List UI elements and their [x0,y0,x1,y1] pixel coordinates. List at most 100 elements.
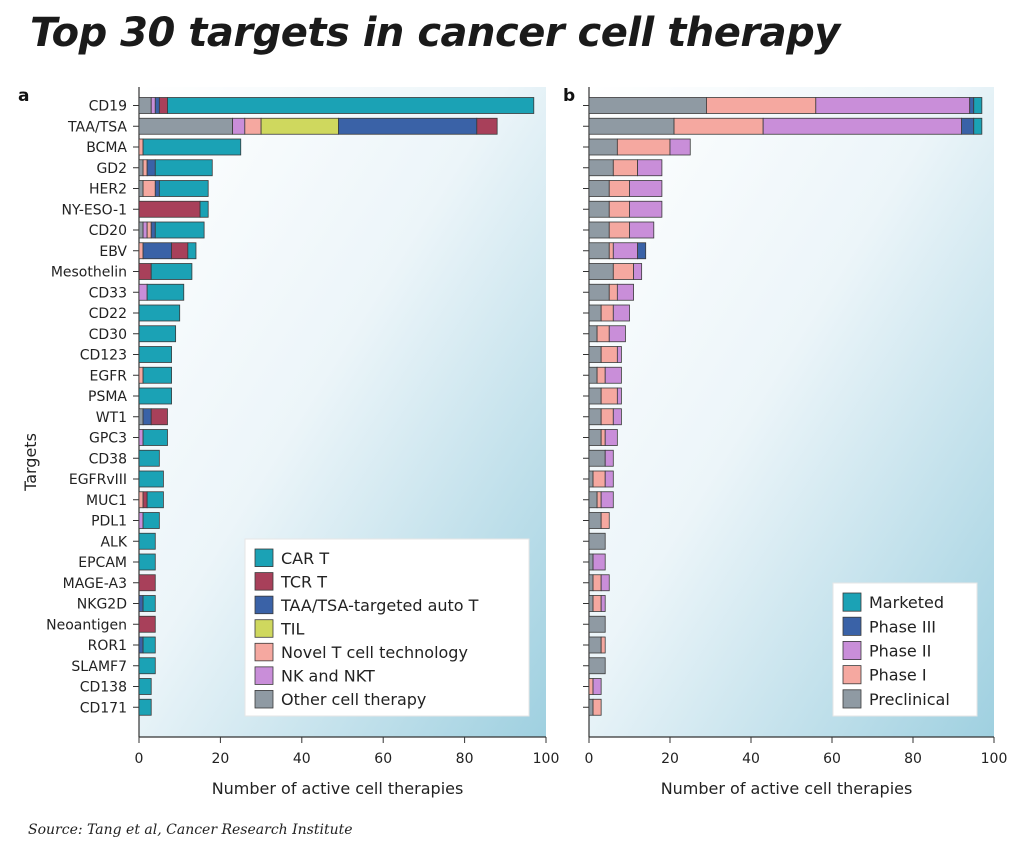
x-tick-label: 40 [742,751,760,767]
bar-phase-i-bcma [616,138,671,156]
bar-car-t-cd38 [138,449,160,467]
bar-phase-i-cd22 [600,304,614,322]
bar-car-t-muc1 [146,491,164,509]
category-label-egfrviii: EGFRvIII [69,472,127,488]
category-label-epcam: EPCAM [78,555,127,571]
bar-phase-ii-cd22 [612,304,630,322]
x-tick-label: 40 [293,751,311,767]
bar-phase-i-mesothelin [612,263,634,280]
category-label-cd30: CD30 [89,327,127,343]
bar-car-t-cd123 [138,346,172,363]
source-note: Source: Tang et al, Cancer Research Inst… [28,822,353,838]
bar-car-t-cd30 [138,325,177,343]
bar-novel-t-cell-technology-egfr [138,366,144,384]
category-label-cd138: CD138 [80,680,127,696]
bar-phase-ii-ebv [612,242,638,260]
legend: CAR T TCR T TAA/TSA-targeted auto T TIL Nove… [244,538,530,717]
category-label-slamf7: SLAMF7 [71,659,127,675]
bar-phase-i-egfrviii [592,470,606,488]
bar-phase-i-ror1 [600,636,606,654]
bar-car-t-cd20 [154,221,205,239]
bar-preclinical-egfrviii [588,470,594,488]
bar-car-t-pdl1 [142,512,160,529]
bar-phase-i-her2 [608,180,630,197]
bar-preclinical-gd2 [588,159,614,177]
bar-phase-ii-cd138 [592,678,602,695]
x-tick-label: 20 [661,751,679,767]
bar-preclinical-ny-eso-1 [588,200,610,218]
bar-preclinical-alk [588,532,606,550]
bar-preclinical-taa-tsa [588,117,675,135]
bar-car-t-ny-eso-1 [199,200,209,218]
bar-preclinical-wt1 [588,408,602,426]
legend-swatch-nk-and-nkt [254,666,274,685]
legend-label-other-cell-therapy: Other cell therapy [281,690,426,709]
category-label-nkg2d: NKG2D [77,597,127,613]
bar-taa-tsa-targeted-auto-t-nkg2d [138,595,144,612]
bar-phase-ii-cd30 [608,325,626,343]
bar-nk-and-nkt-cd19 [150,97,156,114]
category-label-cd22: CD22 [89,306,127,322]
bar-phase-ii-epcam [592,553,606,571]
bar-preclinical-cd33 [588,283,610,301]
category-label-mesothelin: Mesothelin [51,265,127,281]
legend-swatch-car-t [254,548,274,567]
panel-letter: a [18,86,29,106]
bar-phase-i-psma [600,387,618,405]
legend-box [244,538,530,717]
bar-car-t-gd2 [154,159,213,177]
bar-phase-ii-egfrviii [604,470,614,488]
bar-til-taa-tsa [260,117,339,135]
bar-car-t-epcam [138,553,156,571]
x-tick-label: 100 [533,751,560,767]
bar-phase-i-cd138 [588,678,594,695]
bar-phase-i-cd20 [608,221,630,239]
bar-phase-iii-cd19 [969,97,975,114]
bar-tcr-t-wt1 [150,408,168,426]
bar-other-cell-therapy-wt1 [138,408,144,426]
bar-car-t-ror1 [142,636,156,654]
bar-phase-ii-mage-a3 [600,574,610,592]
bar-preclinical-cd20 [588,221,610,239]
legend-swatch-phase-ii [842,641,862,661]
bar-car-t-egfr [142,366,172,384]
bar-preclinical-ebv [588,242,610,260]
legend-swatch-novel-t-cell-technology [254,642,274,662]
bar-car-t-bcma [142,138,242,156]
bar-phase-ii-cd19 [815,97,971,114]
legend-label-phase-iii: Phase III [869,617,936,636]
bar-other-cell-therapy-taa-tsa [138,117,234,135]
bar-preclinical-muc1 [588,491,598,509]
bar-car-t-nkg2d [142,595,156,612]
bar-novel-t-cell-technology-ebv [138,242,144,260]
bar-preclinical-nkg2d [588,595,594,612]
bar-tcr-t-cd19 [158,97,168,114]
legend-label-taa-tsa-targeted-auto-t: TAA/TSA-targeted auto T [280,596,479,615]
bar-nk-and-nkt-gpc3 [138,429,144,446]
bar-novel-t-cell-technology-taa-tsa [244,117,262,135]
bar-phase-ii-cd123 [616,346,622,363]
bar-car-t-cd171 [138,698,152,716]
bar-preclinical-ror1 [588,636,602,654]
bar-phase-ii-egfr [604,366,622,384]
category-label-gd2: GD2 [96,161,127,177]
bar-preclinical-her2 [588,180,610,197]
bar-car-t-cd19 [167,97,535,114]
bar-preclinical-psma [588,387,602,405]
bar-novel-t-cell-technology-her2 [142,180,156,197]
legend-label-tcr-t: TCR T [280,572,327,591]
legend-swatch-tcr-t [254,572,274,591]
bar-preclinical-pdl1 [588,512,602,529]
bar-phase-i-cd19 [706,97,817,114]
legend-swatch-taa-tsa-targeted-auto-t [254,595,274,615]
bar-nk-and-nkt-cd33 [138,283,148,301]
bar-phase-i-egfr [596,366,606,384]
bar-novel-t-cell-technology-gd2 [142,159,148,177]
legend-label-car-t: CAR T [281,549,329,568]
bar-phase-ii-cd20 [629,221,655,239]
bar-preclinical-cd171 [588,698,594,716]
category-label-ror1: ROR1 [88,638,127,654]
x-tick-label: 0 [585,751,594,767]
bar-car-t-ebv [187,242,197,260]
